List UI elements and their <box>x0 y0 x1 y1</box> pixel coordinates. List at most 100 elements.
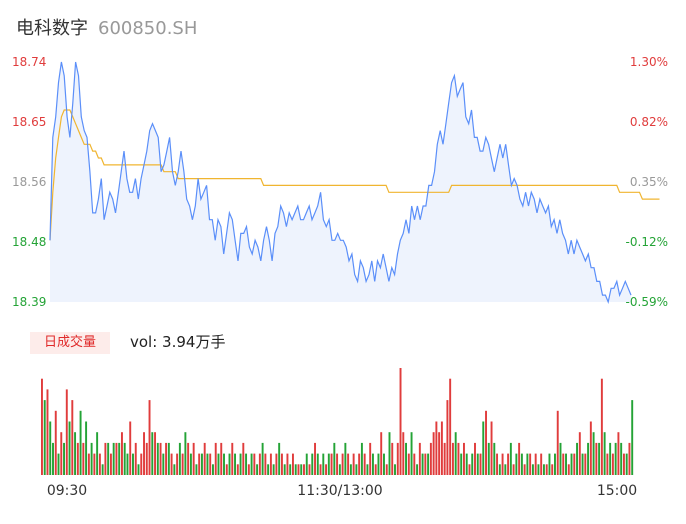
volume-bar <box>214 442 217 475</box>
volume-bar <box>581 453 584 475</box>
volume-bar <box>349 464 352 475</box>
volume-bar <box>595 442 598 475</box>
percent-tick-label: -0.12% <box>626 235 668 249</box>
volume-bar <box>234 453 236 475</box>
volume-bar <box>383 453 385 475</box>
volume-bar <box>43 400 46 475</box>
volume-bar <box>482 421 485 475</box>
volume-bar <box>385 464 388 475</box>
volume-bar <box>589 421 592 475</box>
volume-bar <box>319 464 322 475</box>
volume-bar <box>402 432 405 475</box>
volume-bar <box>457 442 460 475</box>
volume-bar <box>347 453 350 475</box>
volume-bar <box>242 442 245 475</box>
volume-bar <box>200 453 203 475</box>
volume-bar <box>438 432 441 475</box>
volume-bar <box>123 442 126 475</box>
volume-bar <box>250 453 253 475</box>
volume-bar <box>283 464 286 475</box>
volume-bar <box>443 442 446 475</box>
price-tick-label: 18.39 <box>12 295 46 309</box>
volume-bar <box>228 453 231 475</box>
volume-bar <box>154 432 157 475</box>
volume-bar <box>611 453 614 475</box>
volume-bar <box>526 453 529 475</box>
volume-bar <box>162 453 165 475</box>
volume-bar <box>366 464 369 475</box>
volume-bar <box>300 464 303 475</box>
volume-bar <box>573 453 576 475</box>
volume-bar <box>203 442 206 475</box>
volume-bar <box>76 442 79 475</box>
volume-bar <box>90 442 93 475</box>
volume-bar <box>209 453 212 475</box>
time-tick-label: 15:00 <box>597 483 637 499</box>
volume-bar <box>236 464 239 475</box>
volume-bar <box>440 421 443 475</box>
price-tick-label: 18.56 <box>12 175 46 189</box>
volume-bar <box>496 453 499 475</box>
volume-bar <box>374 464 377 475</box>
volume-bar <box>429 442 432 475</box>
volume-bar <box>322 453 325 475</box>
volume-bar <box>71 400 74 475</box>
volume-bar <box>264 453 267 475</box>
volume-bar <box>336 453 339 475</box>
volume-bar <box>272 464 275 475</box>
volume-bar <box>424 453 427 475</box>
volume-bar <box>49 421 52 475</box>
volume-bar <box>303 464 305 475</box>
stock-code: 600850.SH <box>98 18 198 39</box>
volume-bar <box>542 464 545 475</box>
stock-header: 电科数字 600850.SH <box>16 14 197 40</box>
volume-bar <box>554 453 556 475</box>
volume-bar <box>432 432 435 475</box>
volume-bar <box>520 453 523 475</box>
volume-bar <box>515 453 518 475</box>
volume-bar <box>380 432 383 475</box>
volume-bar <box>60 432 63 475</box>
volume-bar <box>338 464 341 475</box>
volume-bar <box>85 421 88 475</box>
volume-bar <box>463 442 465 475</box>
price-axis-left: 18.74 18.65 18.56 18.48 18.39 <box>12 55 46 309</box>
volume-bar <box>598 442 601 475</box>
volume-bar <box>280 453 283 475</box>
volume-bar <box>165 442 168 475</box>
volume-bar <box>523 464 526 475</box>
volume-bar <box>184 432 187 475</box>
volume-bar <box>531 464 534 475</box>
volume-bar <box>449 378 452 475</box>
stock-name: 电科数字 <box>16 18 88 39</box>
volume-bar <box>407 453 410 475</box>
volume-bar <box>286 453 289 475</box>
volume-bar <box>518 442 521 475</box>
volume-bar <box>330 453 333 475</box>
volume-bar <box>104 442 107 475</box>
volume-bar <box>256 464 259 475</box>
volume-bar <box>311 453 314 475</box>
volume-bar <box>223 453 225 475</box>
price-tick-label: 18.74 <box>12 55 46 69</box>
volume-bar <box>151 432 154 475</box>
volume-bar <box>297 464 300 475</box>
volume-bar <box>551 464 554 475</box>
volume-bar <box>93 453 96 475</box>
volume-bar <box>181 453 184 475</box>
volume-bar <box>314 442 316 475</box>
volume-bar <box>587 442 590 475</box>
percent-axis-right: 1.30% 0.82% 0.35% -0.12% -0.59% <box>626 55 668 309</box>
volume-bar <box>118 442 121 475</box>
volume-bar <box>394 464 396 475</box>
volume-bar <box>247 464 250 475</box>
volume-bar <box>465 453 468 475</box>
volume-bar <box>565 453 567 475</box>
volume-bar <box>609 442 612 475</box>
volume-bar <box>479 453 482 475</box>
volume-bar <box>148 400 151 475</box>
volume-bar <box>253 453 256 475</box>
volume-period-tab[interactable]: 日成交量 <box>30 332 110 354</box>
volume-bar <box>358 453 361 475</box>
percent-tick-label: 0.82% <box>630 115 668 129</box>
